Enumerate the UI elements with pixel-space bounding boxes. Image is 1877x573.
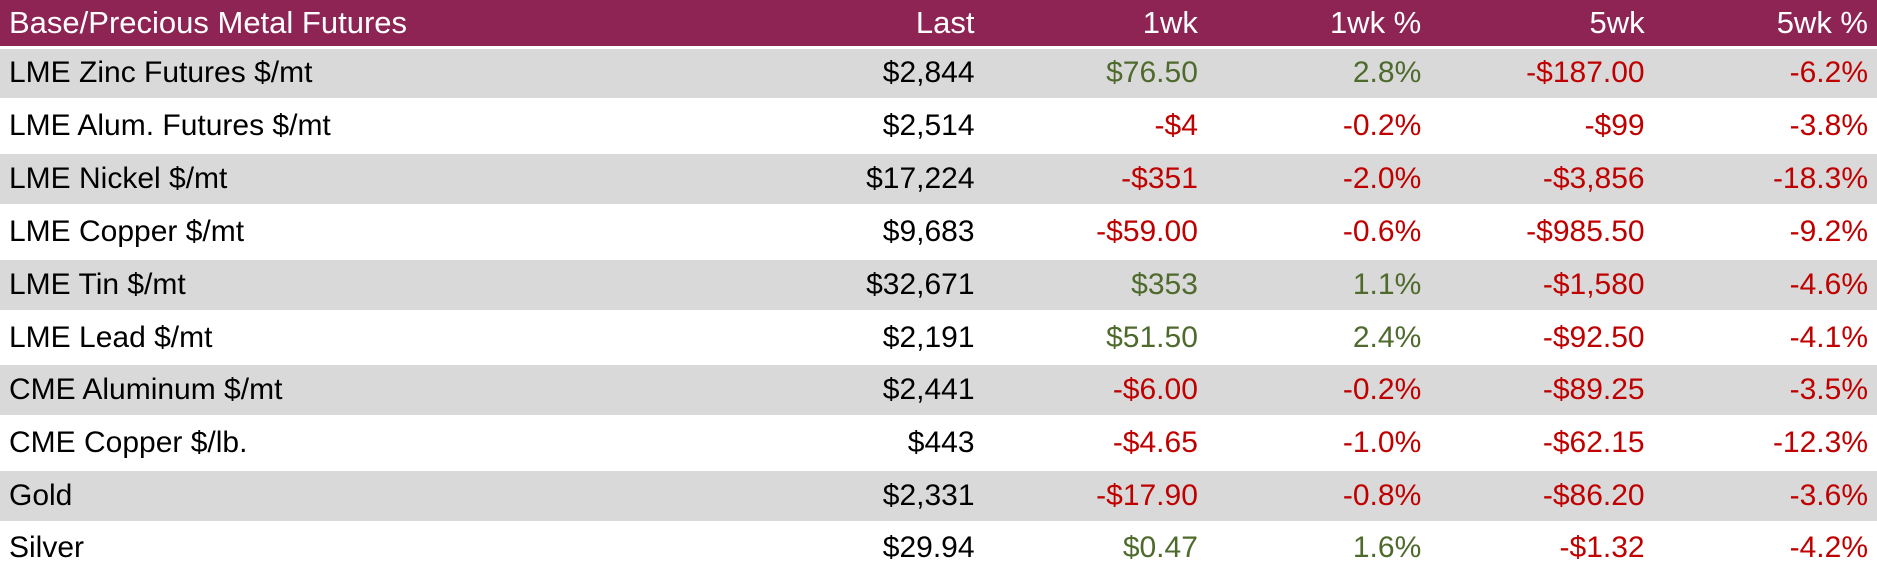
- value-cell: -3.6%: [1653, 468, 1877, 523]
- value-cell: $2,441: [760, 362, 984, 417]
- table-row: LME Copper $/mt $9,683 -$59.00 -0.6% -$985.5…: [0, 203, 1877, 259]
- value-cell: 1.6%: [1206, 520, 1431, 573]
- table-row: Silver $29.94 $0.47 1.6% -$1.32 -4.2%: [0, 520, 1877, 573]
- value-cell: -$99: [1430, 98, 1654, 153]
- value-cell: -3.5%: [1653, 362, 1877, 417]
- table-row: LME Nickel $/mt $17,224 -$351 -2.0% -$3,856-…: [0, 151, 1877, 206]
- value-cell: -4.1%: [1653, 309, 1877, 364]
- value-cell: -0.8%: [1206, 468, 1431, 523]
- value-cell: -$92.50: [1430, 309, 1654, 364]
- value-cell: 2.4%: [1206, 309, 1431, 364]
- value-cell: -$59.00: [983, 203, 1207, 259]
- value-cell: -4.2%: [1653, 520, 1877, 573]
- value-cell: 1.1%: [1206, 256, 1431, 312]
- table-body: LME Zinc Futures $/mt $2,844 $76.50 2.8% -$1…: [0, 45, 1877, 573]
- value-cell: -$4.65: [983, 415, 1207, 470]
- value-cell: -$3,856: [1430, 151, 1654, 206]
- value-cell: -$1,580: [1430, 256, 1654, 312]
- value-cell: -$17.90: [983, 468, 1207, 523]
- value-cell: $2,514: [760, 98, 984, 153]
- value-cell: -12.3%: [1653, 415, 1877, 470]
- instrument-name: Gold: [0, 468, 761, 523]
- value-cell: $0.47: [983, 520, 1207, 573]
- value-cell: -4.6%: [1653, 256, 1877, 312]
- header-title: Base/Precious Metal Futures: [0, 0, 761, 47]
- instrument-name: CME Copper $/lb.: [0, 415, 761, 470]
- instrument-name: CME Aluminum $/mt: [0, 362, 761, 417]
- instrument-name: LME Copper $/mt: [0, 203, 761, 259]
- value-cell: -$187.00: [1430, 45, 1654, 100]
- value-cell: -2.0%: [1206, 151, 1431, 206]
- instrument-name: LME Lead $/mt: [0, 309, 761, 364]
- value-cell: -0.6%: [1206, 203, 1431, 259]
- value-cell: $443: [760, 415, 984, 470]
- table-row: LME Alum. Futures $/mt $2,514 -$4 -0.2% -$99…: [0, 98, 1877, 153]
- table-row: LME Tin $/mt $32,671 $353 1.1% -$1,580 -4.6%: [0, 256, 1877, 312]
- value-cell: $2,331: [760, 468, 984, 523]
- value-cell: -3.8%: [1653, 98, 1877, 153]
- value-cell: -0.2%: [1206, 98, 1431, 153]
- header-1wk: 1wk: [983, 0, 1207, 47]
- value-cell: $353: [983, 256, 1207, 312]
- value-cell: -$4: [983, 98, 1207, 153]
- value-cell: $9,683: [760, 203, 984, 259]
- instrument-name: LME Alum. Futures $/mt: [0, 98, 761, 153]
- value-cell: -$351: [983, 151, 1207, 206]
- value-cell: -18.3%: [1653, 151, 1877, 206]
- value-cell: -0.2%: [1206, 362, 1431, 417]
- table-row: LME Lead $/mt $2,191 $51.50 2.4% -$92.50 -4.1…: [0, 309, 1877, 364]
- value-cell: -$1.32: [1430, 520, 1654, 573]
- value-cell: -6.2%: [1653, 45, 1877, 100]
- value-cell: -$89.25: [1430, 362, 1654, 417]
- table-row: CME Aluminum $/mt $2,441 -$6.00 -0.2% -$89.2…: [0, 362, 1877, 417]
- value-cell: $17,224: [760, 151, 984, 206]
- instrument-name: LME Tin $/mt: [0, 256, 761, 312]
- header-5wk-pct: 5wk %: [1653, 0, 1877, 47]
- value-cell: $2,191: [760, 309, 984, 364]
- header-1wk-pct: 1wk %: [1206, 0, 1431, 47]
- value-cell: -$985.50: [1430, 203, 1654, 259]
- value-cell: -$62.15: [1430, 415, 1654, 470]
- value-cell: 2.8%: [1206, 45, 1431, 100]
- value-cell: $2,844: [760, 45, 984, 100]
- table-row: Gold $2,331 -$17.90 -0.8% -$86.20 -3.6%: [0, 468, 1877, 523]
- value-cell: -9.2%: [1653, 203, 1877, 259]
- instrument-name: Silver: [0, 520, 761, 573]
- value-cell: -$6.00: [983, 362, 1207, 417]
- value-cell: $29.94: [760, 520, 984, 573]
- value-cell: $76.50: [983, 45, 1207, 100]
- header-row: Base/Precious Metal Futures Last 1wk 1wk…: [0, 0, 1877, 47]
- header-last: Last: [760, 0, 984, 47]
- table-row: CME Copper $/lb. $443 -$4.65 -1.0% -$62.15 -1…: [0, 415, 1877, 470]
- value-cell: -1.0%: [1206, 415, 1431, 470]
- value-cell: $32,671: [760, 256, 984, 312]
- instrument-name: LME Zinc Futures $/mt: [0, 45, 761, 100]
- value-cell: -$86.20: [1430, 468, 1654, 523]
- value-cell: $51.50: [983, 309, 1207, 364]
- table-row: LME Zinc Futures $/mt $2,844 $76.50 2.8% -$1…: [0, 45, 1877, 100]
- header-5wk: 5wk: [1430, 0, 1654, 47]
- instrument-name: LME Nickel $/mt: [0, 151, 761, 206]
